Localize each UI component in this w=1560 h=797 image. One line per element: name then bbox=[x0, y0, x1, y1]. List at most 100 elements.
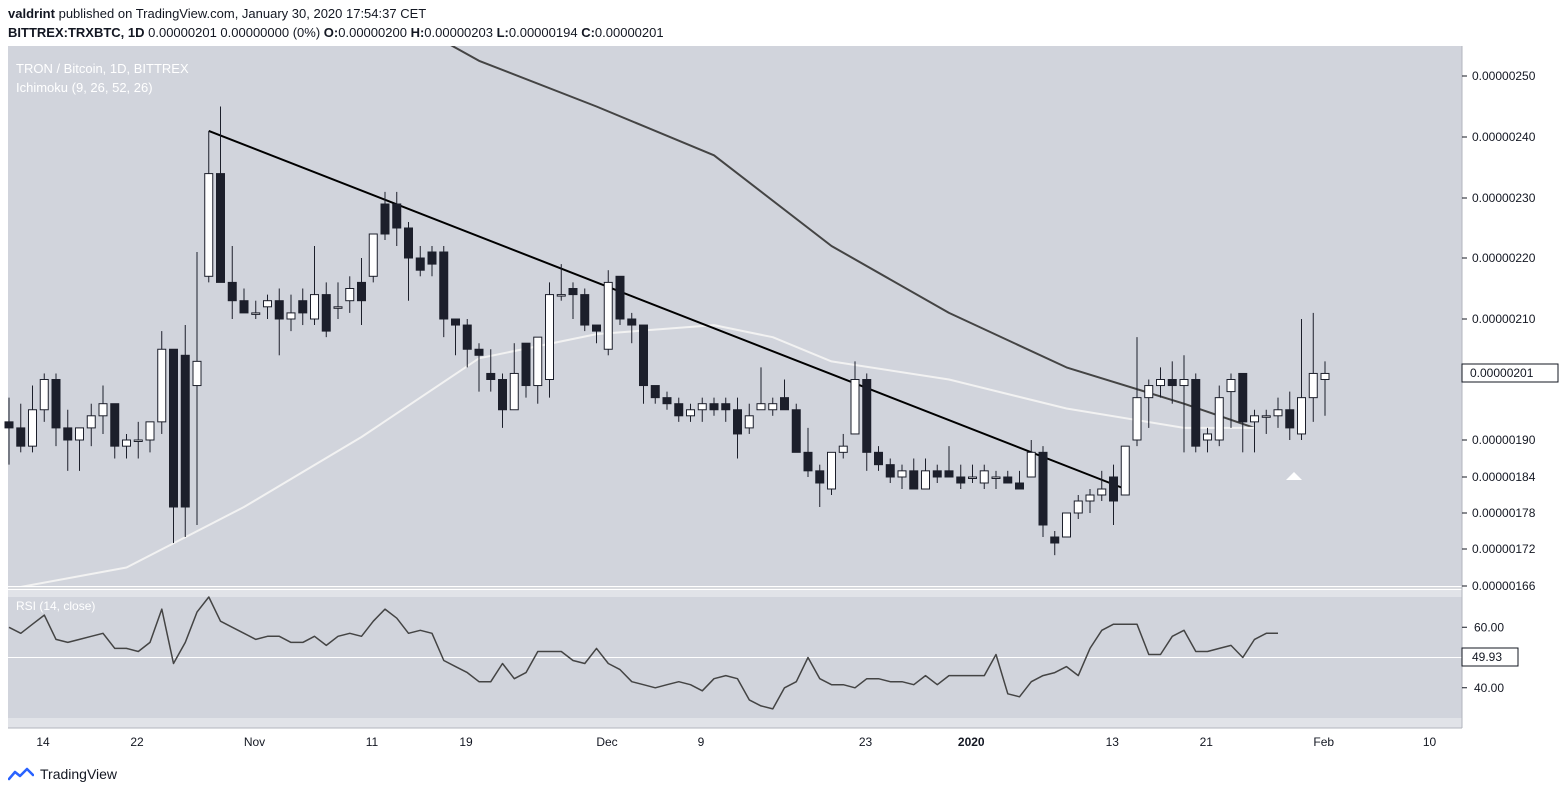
candle[interactable] bbox=[603, 270, 613, 356]
candle[interactable] bbox=[1250, 409, 1259, 453]
candle[interactable] bbox=[862, 373, 872, 471]
candle[interactable] bbox=[838, 433, 848, 459]
candle[interactable] bbox=[1191, 373, 1201, 453]
candle[interactable] bbox=[545, 282, 554, 398]
candle[interactable] bbox=[462, 319, 472, 368]
candle[interactable] bbox=[357, 258, 366, 326]
candle[interactable] bbox=[1050, 531, 1060, 556]
candle[interactable] bbox=[615, 275, 625, 326]
candle[interactable] bbox=[98, 385, 108, 434]
candle[interactable] bbox=[1003, 470, 1013, 484]
candle[interactable] bbox=[204, 130, 214, 283]
candle[interactable] bbox=[1261, 409, 1271, 434]
arrow-up-icon[interactable] bbox=[1286, 472, 1302, 480]
candle[interactable] bbox=[274, 288, 284, 356]
candle[interactable] bbox=[180, 325, 190, 537]
candle[interactable] bbox=[39, 373, 49, 422]
candle[interactable] bbox=[909, 458, 919, 490]
candle[interactable] bbox=[568, 282, 578, 319]
candle[interactable] bbox=[404, 222, 413, 301]
candle[interactable] bbox=[1203, 427, 1212, 453]
candle[interactable] bbox=[1285, 391, 1295, 440]
candle[interactable] bbox=[498, 373, 507, 428]
candle[interactable] bbox=[380, 191, 390, 240]
candle[interactable] bbox=[169, 348, 178, 543]
candle[interactable] bbox=[122, 433, 131, 459]
time-axis[interactable]: 14 22 Nov 11 19 Dec 9 23 2020 13 21 Feb 10 bbox=[36, 735, 1436, 749]
candle[interactable] bbox=[1238, 372, 1248, 453]
candle[interactable] bbox=[1085, 489, 1095, 513]
candle[interactable] bbox=[1038, 446, 1048, 537]
candle[interactable] bbox=[145, 421, 155, 453]
candle[interactable] bbox=[827, 451, 836, 495]
candle[interactable] bbox=[592, 324, 601, 344]
candle[interactable] bbox=[968, 464, 977, 483]
candle[interactable] bbox=[63, 409, 73, 471]
candle[interactable] bbox=[227, 246, 237, 319]
candle[interactable] bbox=[1179, 355, 1189, 453]
candle[interactable] bbox=[321, 282, 331, 338]
candle[interactable] bbox=[991, 470, 1001, 489]
candle[interactable] bbox=[1214, 385, 1224, 447]
candle[interactable] bbox=[1073, 495, 1083, 519]
candle[interactable] bbox=[791, 403, 801, 453]
candle[interactable] bbox=[509, 343, 519, 411]
candle[interactable] bbox=[662, 391, 672, 410]
candle[interactable] bbox=[51, 373, 61, 447]
candle[interactable] bbox=[686, 403, 695, 422]
candle[interactable] bbox=[556, 264, 566, 301]
candle[interactable] bbox=[1015, 470, 1024, 490]
candle[interactable] bbox=[1109, 464, 1118, 525]
footer-brand[interactable]: TradingView bbox=[8, 766, 117, 782]
candle[interactable] bbox=[1273, 397, 1283, 428]
candle[interactable] bbox=[709, 397, 719, 416]
candle[interactable] bbox=[1308, 312, 1318, 422]
candle[interactable] bbox=[474, 343, 484, 392]
candle[interactable] bbox=[850, 361, 860, 435]
candle[interactable] bbox=[885, 458, 895, 484]
rsi-line[interactable] bbox=[8, 596, 1278, 710]
candle[interactable] bbox=[415, 246, 425, 277]
candle[interactable] bbox=[192, 252, 202, 525]
candle[interactable] bbox=[239, 288, 249, 314]
candle[interactable] bbox=[427, 246, 437, 277]
candle[interactable] bbox=[744, 403, 754, 434]
candle[interactable] bbox=[650, 385, 660, 404]
candle[interactable] bbox=[921, 458, 930, 490]
chart-canvas[interactable]: 0.00000166 0.00000172 0.00000178 0.00000184… bbox=[0, 0, 1560, 760]
trendline[interactable] bbox=[208, 129, 1126, 490]
candle[interactable] bbox=[75, 427, 84, 471]
author-name[interactable]: valdrint bbox=[8, 6, 55, 21]
candle[interactable] bbox=[768, 397, 778, 416]
candle[interactable] bbox=[756, 367, 766, 411]
candle[interactable] bbox=[697, 397, 707, 422]
candle[interactable] bbox=[674, 397, 684, 422]
candle[interactable] bbox=[780, 379, 789, 411]
candle[interactable] bbox=[932, 464, 942, 483]
candle[interactable] bbox=[286, 294, 296, 332]
candle[interactable] bbox=[1156, 367, 1165, 398]
candle[interactable] bbox=[439, 246, 449, 338]
candle[interactable] bbox=[392, 191, 402, 246]
candle[interactable] bbox=[1167, 361, 1177, 404]
candle[interactable] bbox=[580, 288, 590, 332]
candle[interactable] bbox=[1297, 319, 1306, 440]
candle[interactable] bbox=[639, 324, 648, 404]
candle[interactable] bbox=[157, 331, 167, 434]
candle[interactable] bbox=[486, 349, 496, 392]
candle[interactable] bbox=[627, 312, 637, 344]
candle[interactable] bbox=[28, 385, 37, 453]
candle[interactable] bbox=[1120, 445, 1130, 496]
candle[interactable] bbox=[944, 446, 954, 478]
candle[interactable] bbox=[86, 403, 96, 447]
candle[interactable] bbox=[216, 106, 225, 283]
candle[interactable] bbox=[1320, 361, 1330, 416]
candle[interactable] bbox=[1144, 379, 1154, 428]
candle[interactable] bbox=[521, 342, 531, 398]
candle[interactable] bbox=[533, 336, 543, 404]
candle[interactable] bbox=[897, 464, 907, 489]
candle[interactable] bbox=[368, 233, 378, 283]
candle[interactable] bbox=[310, 246, 319, 326]
candle[interactable] bbox=[451, 318, 460, 356]
candle[interactable] bbox=[874, 446, 883, 471]
